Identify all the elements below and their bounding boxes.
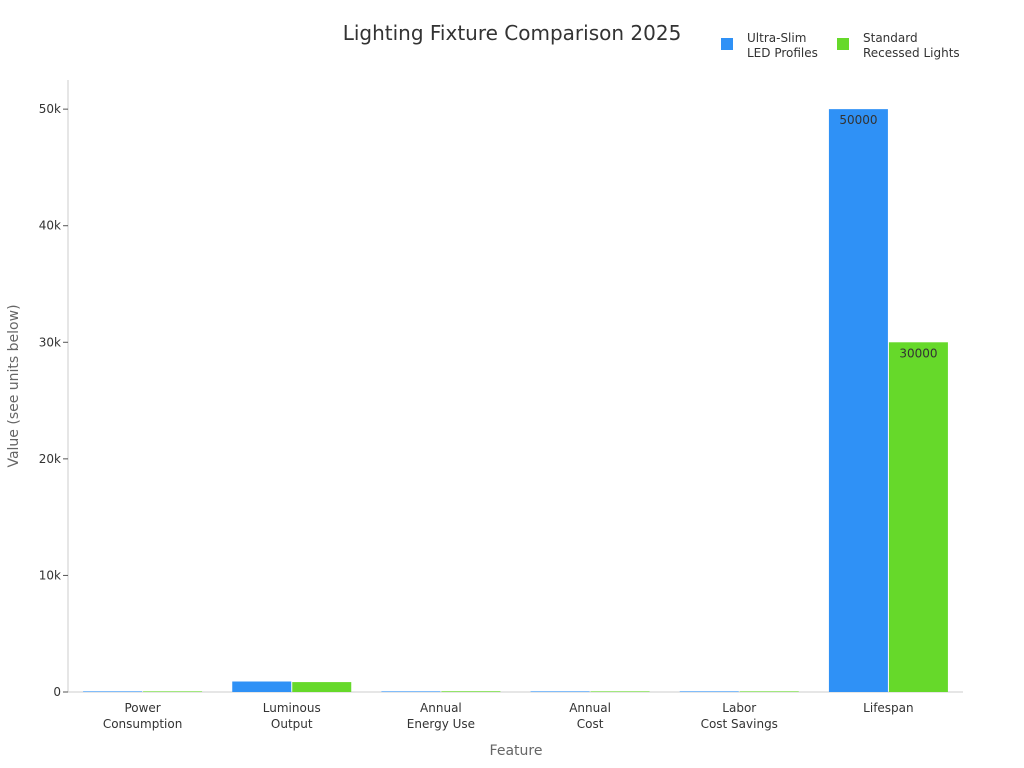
legend-label-standard-line-2: Recessed Lights xyxy=(863,46,960,60)
x-tick-label-2-line-1: Energy Use xyxy=(407,717,475,731)
x-tick-label-1-line-0: Luminous xyxy=(263,701,321,715)
y-tick-label-5: 50k xyxy=(39,102,61,116)
x-tick-label-4-line-1: Cost Savings xyxy=(701,717,778,731)
x-tick-label-2-line-0: Annual xyxy=(420,701,462,715)
data-label-series1-cat5: 30000 xyxy=(899,346,937,360)
legend-label-standard: Standard Recessed Lights xyxy=(863,31,960,60)
x-axis-title: Feature xyxy=(490,743,543,759)
bar-series1-cat5 xyxy=(888,342,948,692)
legend-label-ultra-slim-line-1: Ultra-Slim xyxy=(747,31,806,45)
legend-swatch-standard xyxy=(837,38,849,50)
legend-swatch-ultra-slim xyxy=(721,38,733,50)
legend-label-standard-line-1: Standard xyxy=(863,31,918,45)
x-tick-label-4: Labor Cost Savings xyxy=(701,701,778,731)
x-tick-label-3-line-1: Cost xyxy=(577,717,604,731)
bar-series1-cat4 xyxy=(739,691,799,692)
x-tick-label-1: Luminous Output xyxy=(263,701,321,731)
bar-series1-cat1 xyxy=(292,682,352,692)
x-tick-label-3: Annual Cost xyxy=(569,701,611,731)
x-tick-label-1-line-1: Output xyxy=(271,717,313,731)
y-tick-label-4: 40k xyxy=(39,219,61,233)
y-tick-label-3: 30k xyxy=(39,335,61,349)
bar-series0-cat1 xyxy=(232,681,292,692)
bar-series0-cat3 xyxy=(530,691,590,692)
legend-label-ultra-slim-line-2: LED Profiles xyxy=(747,46,818,60)
legend: Ultra-Slim LED Profiles Standard Recesse… xyxy=(721,31,960,60)
legend-label-ultra-slim: Ultra-Slim LED Profiles xyxy=(747,31,818,60)
bar-series1-cat2 xyxy=(441,691,501,692)
bar-series1-cat3 xyxy=(590,691,650,692)
x-tick-label-0-line-1: Consumption xyxy=(103,717,182,731)
x-tick-label-0-line-0: Power xyxy=(124,701,160,715)
x-tick-label-3-line-0: Annual xyxy=(569,701,611,715)
y-tick-label-2: 20k xyxy=(39,452,61,466)
x-tick-label-4-line-0: Labor xyxy=(722,701,756,715)
x-tick-label-5-line-0: Lifespan xyxy=(863,701,913,715)
plot-area: 0 10k 20k 30k 40k 50k Power Consumption Luminous… xyxy=(39,80,963,731)
x-tick-label-0: Power Consumption xyxy=(103,701,182,731)
bar-series0-cat0 xyxy=(83,691,143,692)
chart-title: Lighting Fixture Comparison 2025 xyxy=(343,21,682,45)
y-axis-title: Value (see units below) xyxy=(6,304,22,467)
y-tick-label-1: 10k xyxy=(39,568,61,582)
x-tick-label-5: Lifespan xyxy=(863,701,913,715)
bar-series0-cat4 xyxy=(679,691,739,692)
bar-series0-cat5 xyxy=(828,109,888,692)
bar-series1-cat0 xyxy=(143,691,203,692)
y-tick-label-0: 0 xyxy=(53,685,61,699)
x-tick-label-2: Annual Energy Use xyxy=(407,701,475,731)
bar-series0-cat2 xyxy=(381,691,441,692)
data-label-series0-cat5: 50000 xyxy=(839,113,877,127)
